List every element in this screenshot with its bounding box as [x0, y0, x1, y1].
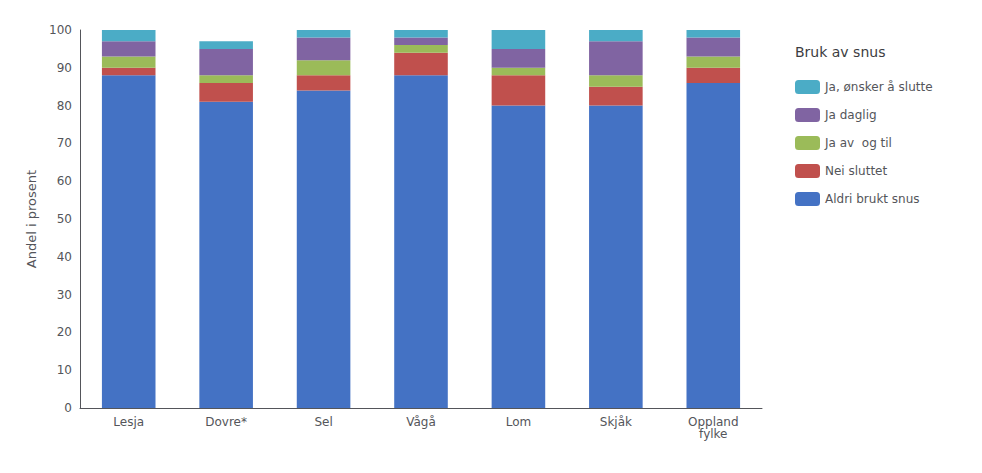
svg-text:Aldri brukt snus: Aldri brukt snus [825, 192, 920, 206]
svg-text:Ja, ønsker å slutte: Ja, ønsker å slutte [824, 80, 933, 94]
svg-text:Vågå: Vågå [406, 415, 436, 429]
svg-text:Nei sluttet: Nei sluttet [825, 164, 887, 178]
svg-text:Skjåk: Skjåk [600, 415, 632, 429]
svg-text:Ja daglig: Ja daglig [824, 108, 877, 122]
svg-text:Bruk av snus: Bruk av snus [795, 44, 885, 60]
svg-text:Dovre*: Dovre* [205, 415, 247, 429]
svg-text:60: 60 [57, 174, 72, 188]
svg-text:90: 90 [57, 61, 72, 75]
svg-text:Ja av og til: Ja av og til [824, 136, 892, 150]
svg-text:40: 40 [57, 250, 72, 264]
svg-text:Sel: Sel [314, 415, 332, 429]
svg-text:Oppland: Oppland [688, 415, 739, 429]
svg-text:0: 0 [64, 401, 72, 415]
svg-text:Andel i prosent: Andel i prosent [24, 170, 39, 268]
svg-text:80: 80 [57, 99, 72, 113]
svg-text:Lom: Lom [506, 415, 532, 429]
svg-text:30: 30 [57, 288, 72, 302]
svg-text:Lesja: Lesja [113, 415, 144, 429]
svg-text:50: 50 [57, 212, 72, 226]
svg-text:100: 100 [49, 23, 72, 37]
svg-text:fylke: fylke [699, 427, 727, 441]
svg-text:10: 10 [57, 363, 72, 377]
svg-text:20: 20 [57, 325, 72, 339]
svg-text:70: 70 [57, 136, 72, 150]
